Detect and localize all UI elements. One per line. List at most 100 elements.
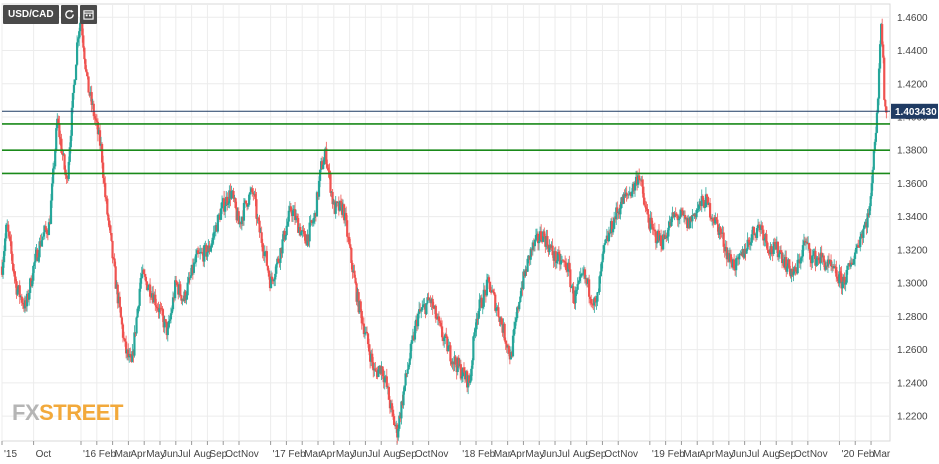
candle xyxy=(607,226,611,243)
candle xyxy=(794,263,797,276)
candle-body xyxy=(77,38,80,43)
candle-body xyxy=(275,264,278,274)
candle-body xyxy=(497,307,500,317)
candle xyxy=(488,281,492,293)
candle-body xyxy=(92,103,95,117)
x-tick-label: Feb xyxy=(857,449,875,460)
candle xyxy=(755,225,759,241)
candle-body xyxy=(138,288,141,306)
candle-body xyxy=(439,322,443,327)
candle-body xyxy=(154,294,157,306)
x-tick-label: Jun xyxy=(541,449,557,460)
candle-body xyxy=(55,128,58,151)
candle-body xyxy=(163,319,166,328)
candle-body xyxy=(777,254,781,258)
candle xyxy=(360,309,363,330)
y-tick-label: 1.2400 xyxy=(897,378,928,389)
candle-body xyxy=(53,166,56,169)
candle-body xyxy=(809,249,812,260)
candle-body xyxy=(34,253,37,263)
candle-body xyxy=(596,292,599,302)
candle-body xyxy=(750,234,753,243)
candle xyxy=(518,301,521,312)
y-tick-label: 1.4400 xyxy=(897,46,928,57)
candle-body xyxy=(437,316,441,322)
candle-body xyxy=(494,294,497,311)
candle xyxy=(695,208,698,220)
candle-body xyxy=(65,175,68,179)
candle-body xyxy=(106,198,109,215)
fxstreet-watermark: FXSTREET xyxy=(12,400,123,426)
candle xyxy=(752,226,755,241)
candle xyxy=(346,215,349,243)
candle-body xyxy=(708,203,712,218)
candle xyxy=(779,245,783,254)
candle xyxy=(849,256,852,269)
candle-body xyxy=(45,229,48,234)
candle xyxy=(475,312,478,337)
candle xyxy=(5,222,8,242)
candle xyxy=(174,276,177,301)
candle xyxy=(121,322,125,343)
candle-body xyxy=(179,284,182,296)
candle-body xyxy=(325,148,328,165)
candle-body xyxy=(572,286,575,304)
candle xyxy=(77,36,80,48)
candle-body xyxy=(266,265,270,271)
candle xyxy=(275,263,278,277)
candle-body xyxy=(164,319,167,322)
candle-body xyxy=(366,333,370,345)
candle-body xyxy=(516,307,519,319)
x-tick-label: May xyxy=(146,449,165,460)
refresh-button[interactable] xyxy=(60,5,78,24)
candle xyxy=(819,246,822,271)
candle xyxy=(540,224,543,243)
candle xyxy=(871,166,874,191)
candle-body xyxy=(503,323,506,341)
candle xyxy=(559,254,563,270)
candle-body xyxy=(772,242,775,254)
candle-body xyxy=(230,191,233,199)
candle-body xyxy=(279,248,282,263)
candle xyxy=(583,267,587,284)
candle-body xyxy=(300,231,303,236)
candle-body xyxy=(18,285,21,298)
candle-body xyxy=(557,252,560,254)
candle-body xyxy=(622,194,625,205)
candle xyxy=(627,190,630,199)
candle-body xyxy=(110,233,113,241)
candle-body xyxy=(416,313,420,327)
symbol-label[interactable]: USD/CAD xyxy=(3,5,59,24)
candle-body xyxy=(367,344,371,352)
candle-body xyxy=(583,269,587,279)
candle-body xyxy=(2,251,6,263)
candle-body xyxy=(799,257,802,264)
candle-body xyxy=(403,385,406,392)
candle-body xyxy=(845,269,848,283)
candle xyxy=(293,201,297,226)
candle-body xyxy=(607,232,611,242)
candle-body xyxy=(612,228,615,233)
candle-body xyxy=(116,284,119,304)
candle xyxy=(425,303,428,316)
candle xyxy=(840,266,843,295)
candle-body xyxy=(286,221,289,226)
candle-body xyxy=(696,208,699,211)
candle-body xyxy=(533,239,536,247)
x-tick-label: Apr xyxy=(699,449,715,460)
candle-body xyxy=(281,239,284,254)
candle-body xyxy=(277,258,280,262)
candle-body xyxy=(350,247,353,263)
candle xyxy=(106,195,109,216)
candle-body xyxy=(78,31,81,39)
x-tick-label: Oct xyxy=(225,449,241,460)
candle-body xyxy=(237,211,240,225)
candle-body xyxy=(770,246,773,253)
x-tick-label: Nov xyxy=(620,449,638,460)
candle-body xyxy=(882,44,885,58)
calendar-button[interactable] xyxy=(79,5,97,24)
candle-body xyxy=(511,335,515,357)
candle-body xyxy=(449,345,452,362)
candle xyxy=(155,298,158,313)
